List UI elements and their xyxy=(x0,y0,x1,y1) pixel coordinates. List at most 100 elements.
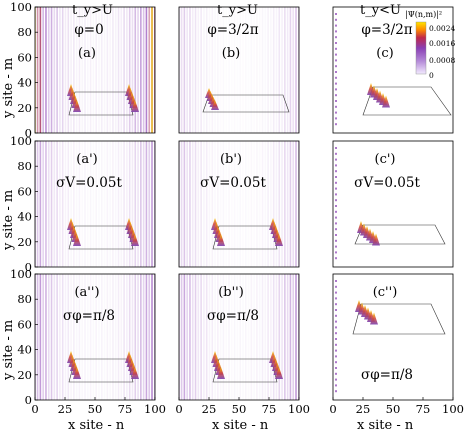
density-dot xyxy=(335,187,337,190)
density-dot xyxy=(335,147,337,149)
density-stripe xyxy=(131,141,134,267)
density-stripe xyxy=(137,141,139,267)
edge-peak-left xyxy=(217,367,225,379)
density-stripe xyxy=(56,141,58,267)
density-stripe xyxy=(78,274,81,400)
density-dot xyxy=(335,24,337,27)
x-tick-label: 50 xyxy=(386,402,401,416)
density-stripe xyxy=(53,7,56,133)
density-stripe xyxy=(117,274,120,400)
density-stripe xyxy=(89,7,92,133)
density-dot xyxy=(335,210,337,213)
density-stripe xyxy=(205,7,208,133)
density-stripe xyxy=(109,7,111,133)
colorbar-title: |Ψ(n,m)|² xyxy=(405,10,442,19)
density-stripe xyxy=(61,7,64,133)
density-stripe xyxy=(272,274,275,400)
density-stripe xyxy=(56,274,58,400)
density-stripe xyxy=(140,274,142,400)
density-stripe xyxy=(95,141,97,267)
density-stripe xyxy=(73,274,75,400)
y-tick-label: 60 xyxy=(17,184,32,198)
y-axis-label-row1: y site - m xyxy=(1,58,16,119)
density-dot xyxy=(335,332,337,335)
panel-frame xyxy=(332,6,454,134)
density-stripe xyxy=(270,141,272,267)
density-stripe xyxy=(78,141,81,267)
density-stripe xyxy=(253,141,255,267)
panel-parameter: σφ=π/8 xyxy=(207,308,259,324)
density-stripe xyxy=(59,141,61,267)
density-stripe xyxy=(267,7,269,133)
density-stripe xyxy=(284,7,286,133)
density-stripe xyxy=(112,141,114,267)
density-stripe xyxy=(239,274,241,400)
density-dot xyxy=(335,59,337,62)
density-stripe xyxy=(205,141,208,267)
panel-label: (a') xyxy=(76,152,97,167)
density-dot xyxy=(335,199,337,202)
density-stripe xyxy=(89,141,92,267)
density-stripe xyxy=(191,7,194,133)
density-stripe xyxy=(67,7,70,133)
density-stripe xyxy=(117,141,120,267)
density-stripe xyxy=(183,141,186,267)
density-dot xyxy=(335,239,337,242)
density-stripe xyxy=(131,274,134,400)
density-stripe xyxy=(203,7,205,133)
panel-b: (b) φ=3/2π xyxy=(178,6,300,134)
y-tick-label: 20 xyxy=(17,101,32,115)
density-stripe xyxy=(295,7,297,133)
density-stripe xyxy=(145,141,148,267)
density-stripe xyxy=(259,141,261,267)
density-stripe xyxy=(45,141,47,267)
density-stripe xyxy=(186,7,188,133)
density-dot xyxy=(335,326,337,329)
density-stripe xyxy=(270,7,272,133)
density-stripe xyxy=(286,274,289,400)
density-stripe xyxy=(194,141,197,267)
density-stripe xyxy=(45,274,47,400)
panel-c2-plot xyxy=(335,280,446,393)
y-tick-label: 20 xyxy=(17,235,32,249)
density-stripe xyxy=(92,7,95,133)
density-stripe xyxy=(281,274,283,400)
density-stripe xyxy=(114,7,117,133)
panel-parameter: σV=0.05t xyxy=(200,175,266,191)
density-stripe xyxy=(42,274,44,400)
colorbar-bar xyxy=(415,21,427,75)
y-axis-label-row2: y site - m xyxy=(1,190,16,251)
density-stripe xyxy=(70,141,72,267)
panel-a: 0 20 40 60 80 100 (a) φ=0 xyxy=(10,0,156,140)
density-stripe xyxy=(272,7,275,133)
density-stripe xyxy=(289,141,292,267)
density-stripe xyxy=(248,141,250,267)
x-axis-label-col1: x site - n xyxy=(68,418,125,433)
density-stripe xyxy=(123,7,125,133)
x-axis-label-col3: x site - n xyxy=(357,418,414,433)
density-stripe xyxy=(42,141,44,267)
density-stripe xyxy=(180,7,183,133)
density-dot xyxy=(335,314,337,317)
density-stripe xyxy=(148,7,151,133)
edge-peak-right xyxy=(275,367,283,379)
y-tick-label: 100 xyxy=(10,267,32,281)
density-stripe xyxy=(267,274,269,400)
density-stripe xyxy=(289,274,292,400)
density-stripe xyxy=(137,7,139,133)
density-stripe xyxy=(73,141,75,267)
density-stripe xyxy=(222,274,225,400)
density-stripe xyxy=(114,274,117,400)
edge-peak-left xyxy=(73,100,81,112)
density-dot xyxy=(335,390,337,393)
density-stripe xyxy=(106,7,109,133)
panel-parameter: φ=3/2π xyxy=(207,22,258,38)
x-tick-label: 75 xyxy=(262,402,277,416)
density-stripe xyxy=(117,7,120,133)
y-tick-label: 0 xyxy=(25,393,32,407)
panel-label: (c') xyxy=(375,152,396,167)
density-stripe xyxy=(98,141,100,267)
density-stripe xyxy=(151,7,153,133)
density-stripe xyxy=(295,141,297,267)
y-tick-label: 20 xyxy=(17,368,32,382)
